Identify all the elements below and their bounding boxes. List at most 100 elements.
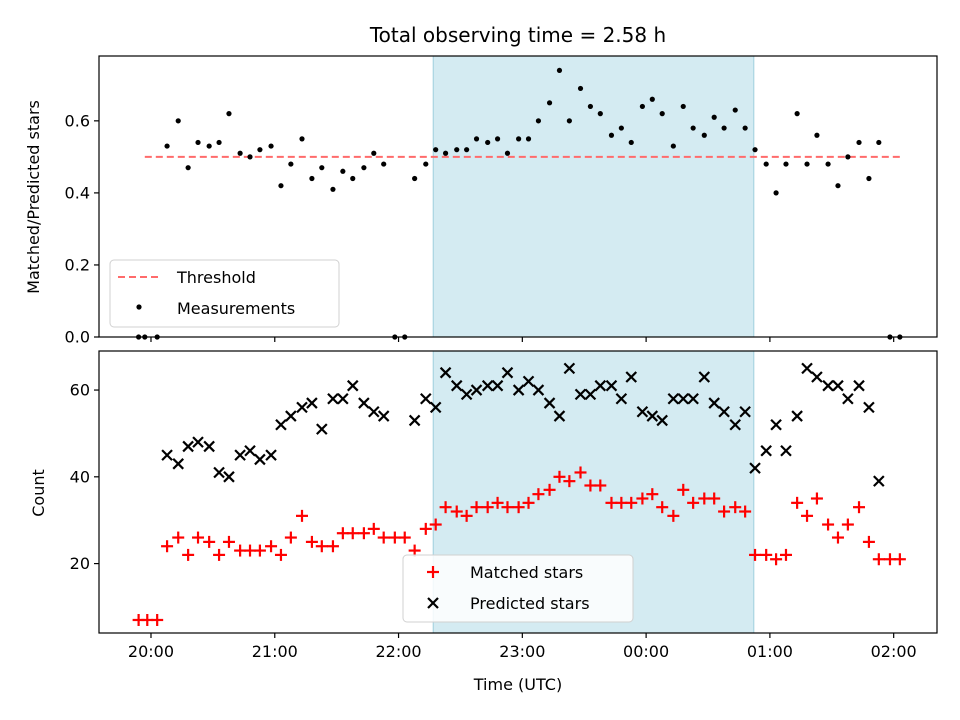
predicted-star-point — [563, 362, 576, 375]
matched-star-point — [481, 501, 494, 514]
measurement-point — [195, 139, 201, 146]
measurement-point — [350, 175, 356, 182]
bottom-y-axis: 20 40 60 — [70, 381, 99, 573]
predicted-star-point — [182, 440, 194, 453]
top-legend-box — [109, 259, 340, 328]
predicted-star-point — [327, 392, 339, 405]
predicted-star-point — [275, 418, 287, 431]
predicted-star-point — [687, 392, 699, 405]
predicted-star-point — [801, 362, 813, 375]
measurement-point — [628, 139, 634, 146]
measurement-point — [442, 150, 449, 156]
predicted-star-point — [491, 379, 504, 392]
matched-star-point — [625, 496, 638, 509]
measurement-point — [546, 100, 553, 106]
matched-star-point — [265, 540, 278, 553]
predicted-star-point — [718, 405, 730, 418]
measurement-point — [701, 132, 707, 138]
predicted-star-point — [574, 388, 587, 401]
matched-star-point — [182, 548, 195, 561]
predicted-star-point — [698, 371, 711, 383]
measurement-point — [825, 161, 831, 167]
predicted-star-point — [543, 397, 556, 409]
matched-star-point — [172, 531, 185, 544]
x-tick-label: 21:00 — [252, 642, 298, 661]
measurement-point — [185, 165, 191, 171]
top-y-axis: 0.0 0.2 0.4 0.6 — [65, 111, 99, 347]
measurement-point — [237, 150, 243, 156]
x-tick-label: 00:00 — [623, 642, 669, 661]
predicted-star-point — [296, 401, 308, 414]
legend-threshold-label: Threshold — [176, 268, 256, 287]
measurement-point — [794, 111, 800, 117]
measurement-point — [608, 132, 615, 138]
matched-star-point — [760, 548, 773, 561]
bottom-legend-box — [402, 554, 634, 623]
matched-star-point — [491, 496, 504, 509]
predicted-star-point — [234, 449, 246, 461]
predicted-star-point — [832, 379, 844, 392]
legend-predicted-label: Predicted stars — [470, 594, 590, 613]
predicted-star-point — [853, 379, 865, 392]
predicted-star-point — [450, 379, 463, 392]
measurement-point — [835, 183, 841, 189]
chart-title: Total observing time = 2.58 h — [369, 23, 666, 47]
matched-star-point — [274, 548, 287, 561]
bottom-x-axis: 20:00 21:00 22:00 23:00 00:00 01:00 02:00 — [128, 633, 917, 661]
measurement-point — [804, 161, 810, 167]
predicted-star-point — [368, 405, 380, 418]
predicted-star-point — [408, 414, 421, 427]
x-tick-label: 23:00 — [499, 642, 545, 661]
matched-star-point — [841, 518, 854, 531]
predicted-star-point — [522, 375, 535, 388]
matched-star-point — [296, 509, 309, 522]
legend-measurements-swatch — [136, 304, 142, 310]
predicted-star-point — [863, 401, 875, 414]
measurement-point — [639, 103, 646, 110]
top-panel: 0.0 0.2 0.4 0.6 Matched/Predicted stars Thr… — [24, 55, 938, 347]
measurement-point — [247, 154, 253, 160]
matched-star-point — [253, 544, 266, 557]
measurement-point — [464, 147, 470, 153]
matched-star-point — [522, 496, 535, 509]
measurement-point — [330, 186, 336, 192]
measurement-point — [381, 161, 387, 167]
x-tick-label: 20:00 — [128, 642, 174, 661]
measurement-point — [485, 139, 491, 146]
matched-stars-series — [132, 466, 906, 626]
matched-star-point — [305, 535, 318, 548]
measurement-point — [299, 136, 305, 142]
top-legend: Threshold Measurements — [109, 259, 340, 328]
top-y-tick-label: 0.0 — [65, 328, 90, 347]
predicted-star-point — [636, 405, 649, 418]
predicted-star-point — [254, 453, 266, 466]
measurement-point — [566, 118, 572, 124]
matched-star-point — [398, 531, 411, 544]
matched-star-point — [222, 535, 235, 548]
measurement-point — [423, 161, 429, 167]
predicted-star-point — [842, 392, 854, 405]
predicted-star-point — [316, 423, 328, 435]
predicted-star-point — [223, 471, 235, 483]
measurement-point — [175, 118, 181, 124]
measurement-point — [454, 147, 460, 153]
predicted-star-point — [770, 418, 782, 431]
x-axis-label: Time (UTC) — [473, 675, 562, 694]
predicted-star-point — [512, 384, 525, 396]
matched-star-point — [563, 475, 576, 488]
matched-star-point — [822, 518, 835, 531]
bottom-y-tick-label: 60 — [70, 381, 90, 400]
predicted-star-point — [420, 392, 432, 405]
measurement-point — [752, 147, 758, 153]
measurement-point — [649, 96, 655, 102]
matched-star-point — [315, 540, 328, 553]
predicted-star-point — [192, 436, 204, 448]
measurement-point — [783, 161, 789, 167]
measurement-point — [680, 103, 686, 110]
predicted-star-point — [481, 379, 494, 392]
predicted-star-point — [213, 466, 225, 479]
measurement-point — [618, 125, 624, 131]
predicted-star-point — [553, 410, 566, 422]
matched-star-point — [161, 540, 174, 553]
predicted-star-point — [594, 379, 607, 392]
